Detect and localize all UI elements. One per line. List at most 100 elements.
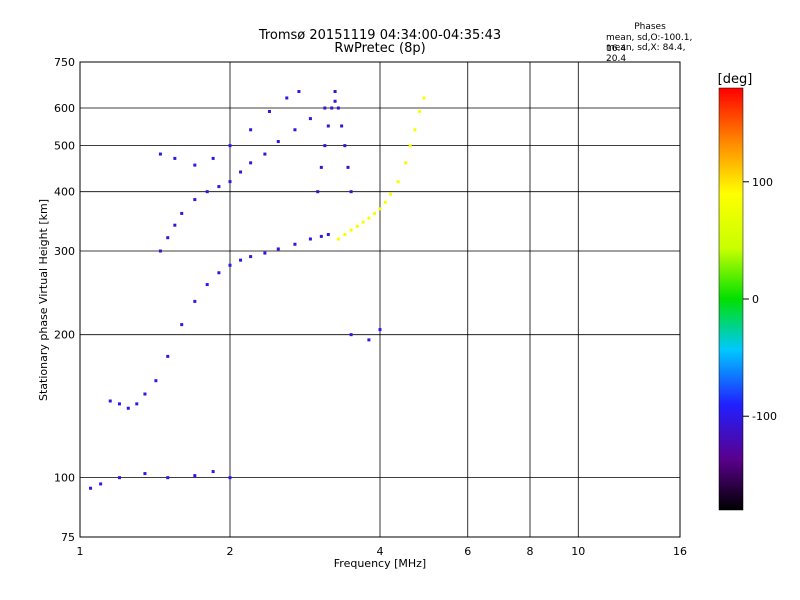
data-point bbox=[263, 152, 267, 156]
data-point bbox=[143, 472, 147, 476]
data-point bbox=[336, 106, 340, 110]
data-point bbox=[180, 211, 184, 215]
data-point bbox=[205, 283, 209, 287]
data-point bbox=[166, 354, 170, 358]
data-point bbox=[99, 482, 103, 486]
data-point bbox=[408, 144, 412, 148]
colorbar-ticks: 100 0 -100 bbox=[743, 176, 777, 423]
data-point bbox=[308, 237, 312, 241]
data-point bbox=[228, 476, 232, 480]
colorbar-tick-label: 100 bbox=[752, 176, 773, 189]
data-point bbox=[239, 170, 243, 174]
data-point bbox=[308, 117, 312, 121]
data-point bbox=[193, 299, 197, 303]
data-point bbox=[316, 190, 320, 194]
data-point bbox=[228, 263, 232, 267]
data-point bbox=[326, 124, 330, 128]
data-point bbox=[193, 163, 197, 167]
data-point bbox=[158, 249, 162, 253]
data-point bbox=[154, 379, 158, 383]
y-axis-label: Stationary phase Virtual Height [km] bbox=[37, 199, 50, 401]
data-point bbox=[319, 165, 323, 169]
data-point bbox=[319, 234, 323, 238]
y-tick-label: 100 bbox=[54, 472, 75, 485]
stats-line-o: mean, sd,O:-100.1, 16.4 bbox=[606, 33, 693, 54]
data-point bbox=[396, 180, 400, 184]
data-point bbox=[211, 470, 215, 474]
data-point bbox=[89, 486, 93, 490]
data-point bbox=[373, 211, 377, 215]
data-point bbox=[117, 476, 121, 480]
data-point bbox=[333, 99, 337, 103]
data-point bbox=[193, 198, 197, 202]
data-point bbox=[355, 224, 359, 228]
stats-line-x: mean, sd,X: 84.4, 20.4 bbox=[606, 43, 686, 64]
data-point bbox=[349, 228, 353, 232]
data-point bbox=[378, 207, 382, 211]
data-point bbox=[323, 106, 327, 110]
y-tick-label: 750 bbox=[54, 56, 75, 69]
data-point bbox=[117, 402, 121, 406]
data-point bbox=[267, 109, 271, 113]
data-point bbox=[205, 190, 209, 194]
x-tick-label: 10 bbox=[571, 545, 585, 558]
colorbar-label: [deg] bbox=[718, 72, 753, 87]
colorbar bbox=[718, 87, 744, 511]
data-point bbox=[276, 140, 280, 144]
data-point bbox=[326, 233, 330, 237]
data-point bbox=[383, 200, 387, 204]
data-point bbox=[378, 328, 382, 332]
data-point bbox=[403, 161, 407, 165]
data-point bbox=[349, 333, 353, 337]
data-point bbox=[422, 96, 426, 100]
data-point bbox=[343, 144, 347, 148]
data-point bbox=[166, 476, 170, 480]
x-tick-label: 2 bbox=[227, 545, 234, 558]
data-point bbox=[367, 216, 371, 220]
data-point bbox=[211, 156, 215, 160]
data-point bbox=[180, 323, 184, 327]
colorbar-tick-label: 0 bbox=[752, 293, 759, 306]
stats-title: Phases bbox=[634, 22, 666, 32]
data-point bbox=[293, 242, 297, 246]
data-point bbox=[239, 258, 243, 262]
data-point bbox=[166, 236, 170, 240]
x-axis-label: Frequency [MHz] bbox=[334, 557, 426, 570]
data-point bbox=[346, 165, 350, 169]
data-point bbox=[249, 161, 253, 165]
x-tick-label: 8 bbox=[527, 545, 534, 558]
data-point bbox=[367, 338, 371, 342]
data-point bbox=[340, 124, 344, 128]
data-point bbox=[349, 190, 353, 194]
data-point bbox=[417, 109, 421, 113]
y-tick-label: 200 bbox=[54, 329, 75, 342]
data-point bbox=[336, 237, 340, 241]
data-point bbox=[297, 90, 301, 94]
data-point bbox=[293, 128, 297, 132]
data-point bbox=[285, 96, 289, 100]
tick-labels: 1 2 4 6 8 10 16 75 100 200 300 400 500 600 750 bbox=[54, 56, 687, 558]
data-point bbox=[330, 106, 334, 110]
data-point bbox=[323, 144, 327, 148]
data-point bbox=[173, 223, 177, 227]
x-tick-label: 4 bbox=[377, 545, 384, 558]
chart-subtitle: RwPretec (8p) bbox=[334, 41, 426, 56]
data-points bbox=[89, 90, 426, 490]
data-point bbox=[108, 399, 112, 403]
data-point bbox=[158, 152, 162, 156]
data-point bbox=[173, 156, 177, 160]
data-point bbox=[135, 402, 139, 406]
plot-frame bbox=[79, 61, 681, 538]
x-tick-label: 6 bbox=[464, 545, 471, 558]
grid-layer bbox=[80, 62, 680, 537]
data-point bbox=[249, 128, 253, 132]
data-point bbox=[276, 247, 280, 251]
data-point bbox=[228, 180, 232, 184]
data-point bbox=[193, 474, 197, 478]
data-point bbox=[126, 406, 130, 410]
data-point bbox=[263, 251, 267, 255]
chart-title: Tromsø 20151119 04:34:00-04:35:43 bbox=[258, 28, 502, 43]
data-point bbox=[217, 185, 221, 189]
data-point bbox=[228, 144, 232, 148]
